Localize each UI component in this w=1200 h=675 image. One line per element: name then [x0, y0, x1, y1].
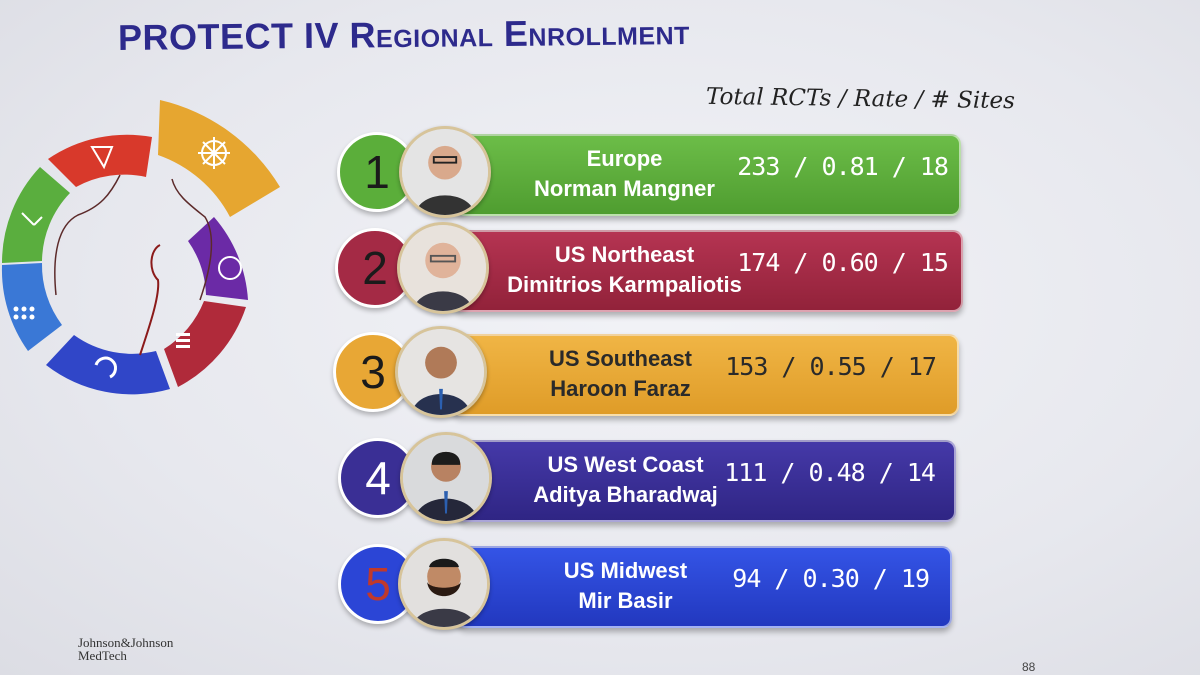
investigator-name: Norman Mangner [534, 176, 715, 201]
wheel-icon [198, 137, 230, 169]
column-header: Total RCTs / Rate / # Sites [705, 83, 1016, 115]
region-name: US Northeast [554, 242, 695, 267]
row-bar [455, 134, 961, 216]
avatar [398, 538, 490, 630]
avatar [395, 326, 487, 418]
row-bar [453, 230, 963, 312]
artery-line [139, 244, 161, 356]
row-stats: 111 / 0.48 / 14 [724, 458, 936, 487]
investigator-name: Mir Basir [578, 588, 673, 613]
corner-mark: 88 [1022, 660, 1036, 674]
row-bar [456, 440, 956, 522]
dots-icon [13, 306, 35, 320]
company-logo: Johnson&Johnson MedTech [78, 636, 173, 662]
region-name: US West Coast [547, 452, 704, 477]
ring-segment-crimson [164, 301, 246, 387]
region-name: Europe [586, 146, 663, 171]
avatar [397, 222, 489, 314]
region-text: US West Coast Aditya Bharadwaj [493, 450, 758, 510]
region-text: US Southeast Haroon Faraz [488, 344, 753, 404]
region-text: US Northeast Dimitrios Karmpaliotis [487, 240, 762, 300]
arrow-icon [21, 212, 43, 226]
enrollment-row-3: 3 US Southeast Haroon Faraz 153 / 0.55 /… [333, 326, 959, 418]
row-stats: 94 / 0.30 / 19 [732, 564, 930, 593]
slide-title: PROTECT IV Regional Enrollment [117, 11, 691, 58]
region-name: US Southeast [548, 346, 693, 371]
region-text: US Midwest Mir Basir [493, 556, 758, 616]
ring-segment-purple [188, 217, 248, 300]
row-stats: 233 / 0.81 / 18 [737, 152, 949, 181]
torso-silhouette [54, 174, 213, 301]
investigator-name: Haroon Faraz [550, 376, 691, 401]
ring-segment-green [1, 167, 70, 263]
funnel-icon [90, 146, 114, 170]
enrollment-row-5: 5 US Midwest Mir Basir 94 / 0.30 / 19 [338, 538, 963, 630]
row-stats: 153 / 0.55 / 17 [725, 352, 937, 381]
logo-line-1: Johnson&Johnson [78, 635, 174, 650]
avatar [400, 432, 492, 524]
investigator-name: Dimitrios Karmpaliotis [507, 272, 742, 297]
row-stats: 174 / 0.60 / 15 [737, 248, 949, 277]
enrollment-row-2: 2 US Northeast Dimitrios Karmpaliotis 17… [335, 222, 963, 314]
row-bar [456, 546, 952, 628]
enrollment-row-1: 1 Europe Norman Mangner 233 / 0.81 / 18 [337, 126, 962, 218]
logo-line-2: MedTech [78, 648, 127, 663]
region-text: Europe Norman Mangner [492, 144, 757, 204]
ring-segment-blue [46, 335, 170, 395]
refresh-icon [94, 356, 118, 379]
row-bar [451, 334, 959, 416]
ring-graphic [1, 100, 280, 395]
investigator-name: Aditya Bharadwaj [533, 482, 718, 507]
grid-icon [176, 333, 190, 348]
avatar [399, 126, 491, 218]
region-name: US Midwest [563, 558, 688, 583]
rank-badge: 1 [337, 132, 417, 212]
enrollment-row-4: 4 US West Coast Aditya Bharadwaj 111 / 0… [338, 432, 963, 524]
globe-icon [218, 256, 242, 280]
